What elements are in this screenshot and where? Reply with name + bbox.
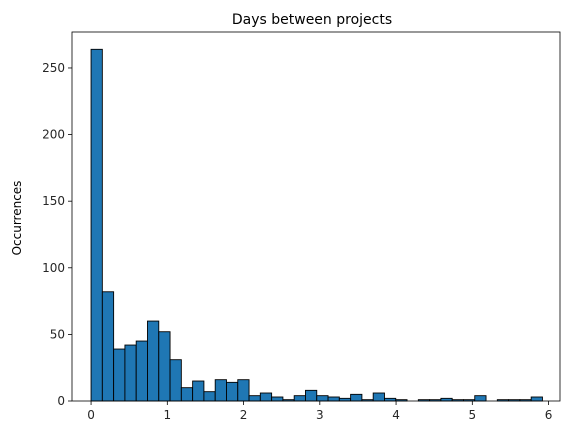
histogram-bar [203,391,216,402]
histogram-bar [226,381,239,402]
histogram-bar [350,393,363,402]
x-tick-label: 5 [468,408,476,422]
histogram-bar [248,395,261,402]
y-tick-label: 150 [42,194,65,208]
histogram-bar [180,387,194,402]
x-tick-label: 0 [87,408,95,422]
histogram-bar [147,320,160,402]
y-tick-label: 200 [42,128,65,142]
y-axis-label: Occurrences [10,181,24,256]
y-tick-label: 0 [57,394,65,408]
histogram-bar [192,380,205,402]
histogram-bar [169,359,182,402]
x-tick-label: 2 [240,408,248,422]
histogram-bar [124,344,137,402]
y-tick-label: 100 [42,261,65,275]
chart-title: Days between projects [232,12,392,28]
y-axis-ticks: 0 50 100 150 200 250 [42,61,72,408]
x-tick-label: 3 [316,408,324,422]
histogram-bar [90,48,103,402]
x-tick-label: 4 [392,408,400,422]
histogram-bar [316,395,329,402]
x-tick-label: 1 [163,408,171,422]
histogram-bar [271,396,284,402]
histogram-bar [113,348,126,402]
y-tick-label: 50 [50,327,65,341]
plot-frame [71,31,561,402]
histogram-bar [237,379,250,402]
bars-group [90,48,543,402]
histogram-bar [135,340,148,402]
histogram-bar [372,392,385,402]
histogram-bar [259,392,273,402]
x-tick-label: 6 [545,408,553,422]
histogram-bar [158,331,171,402]
histogram-bar [530,396,543,402]
y-tick-label: 250 [42,61,65,75]
histogram-bar [214,379,227,402]
histogram-bar [293,395,306,402]
histogram-bar [474,395,487,402]
x-axis-ticks: 0 1 2 3 4 5 6 [87,401,552,422]
histogram-bar [101,291,115,402]
histogram-bar [327,396,340,402]
histogram-bar [305,389,318,402]
